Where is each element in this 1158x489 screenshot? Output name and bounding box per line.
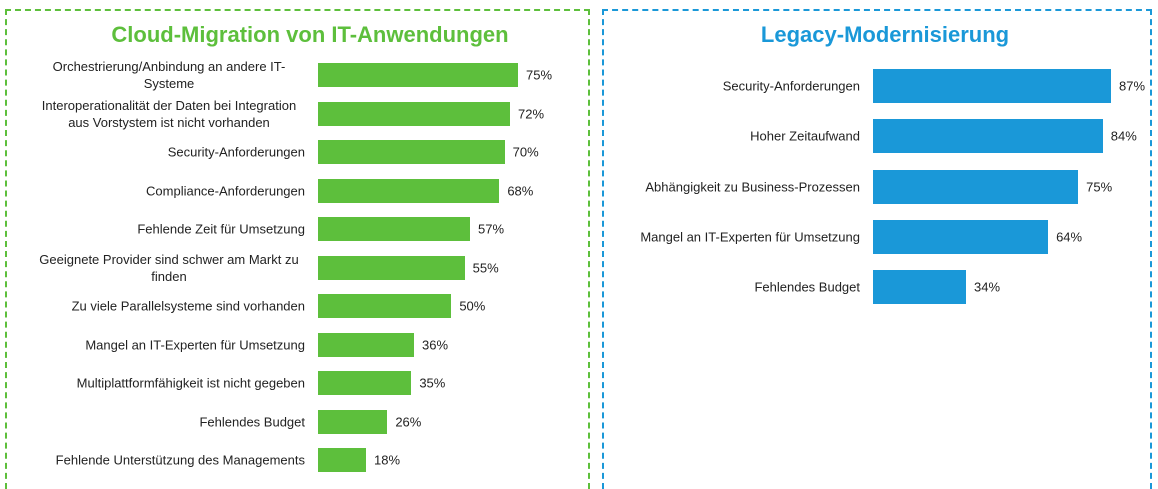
- bar: [318, 178, 500, 203]
- bar: [318, 371, 412, 395]
- bar: [873, 69, 1111, 103]
- value-label: 55%: [472, 260, 499, 275]
- label-text: Interoperationalität der Daten bei Integ…: [41, 97, 297, 130]
- bar: [318, 448, 366, 472]
- panel-border: [5, 9, 590, 489]
- label-text: Security-Anforderungen: [167, 144, 305, 160]
- value-label: 72%: [518, 106, 545, 121]
- page: Cloud-Migration von IT-Anwendungen Legac…: [5, 9, 1152, 489]
- label-text: Abhängigkeit zu Business-Prozessen: [645, 179, 860, 195]
- value-label: 34%: [974, 279, 1001, 295]
- bar: [318, 63, 518, 87]
- value-label: 84%: [1110, 128, 1137, 144]
- label-text: Fehlende Unterstützung des Managements: [55, 452, 305, 468]
- category-label: Fehlende Unterstützung des Managements: [10, 452, 305, 469]
- value-label: 26%: [395, 414, 422, 429]
- category-label: Zu viele Parallelsysteme sind vorhanden: [10, 298, 305, 315]
- category-label: Fehlendes Budget: [600, 279, 860, 296]
- label-text: Fehlende Zeit für Umsetzung: [137, 221, 305, 237]
- bar: [873, 270, 966, 305]
- category-label: Mangel an IT-Experten für Umsetzung: [600, 228, 860, 245]
- label-text: Multiplattformfähigkeit ist nicht gegebe…: [76, 375, 305, 391]
- bar: [318, 217, 470, 241]
- label-text: Zu viele Parallelsysteme sind vorhanden: [71, 298, 305, 314]
- category-label: Hoher Zeitaufwand: [600, 128, 860, 145]
- label-text: Fehlendes Budget: [754, 279, 860, 295]
- bar: [318, 255, 465, 280]
- bar: [318, 409, 388, 434]
- category-label: Mangel an IT-Experten für Umsetzung: [10, 336, 305, 353]
- value-label: 75%: [526, 67, 553, 83]
- label-text: Mangel an IT-Experten für Umsetzung: [85, 337, 305, 352]
- category-label: Fehlende Zeit für Umsetzung: [10, 221, 305, 238]
- chart-title: Legacy-Modernisierung: [760, 22, 1010, 47]
- value-label: 70%: [512, 144, 539, 160]
- bar: [873, 219, 1049, 254]
- label-text: Security-Anforderungen: [722, 78, 860, 94]
- bar: [318, 140, 505, 164]
- category-label: Multiplattformfähigkeit ist nicht gegebe…: [10, 375, 305, 392]
- bar: [318, 101, 510, 126]
- label-text: Orchestrierung/Anbindung an andere IT-Sy…: [52, 59, 286, 91]
- category-label: Orchestrierung/Anbindung an andere IT-Sy…: [10, 58, 305, 92]
- value-label: 50%: [459, 298, 486, 314]
- value-label: 68%: [507, 183, 534, 198]
- value-label: 57%: [478, 221, 505, 237]
- bar: [318, 332, 414, 357]
- category-label: Interoperationalität der Daten bei Integ…: [10, 97, 305, 131]
- value-label: 35%: [419, 375, 446, 391]
- category-label: Geeignete Provider sind schwer am Markt …: [10, 251, 305, 285]
- panel-border: [602, 9, 1152, 489]
- value-label: 18%: [374, 452, 401, 468]
- value-label: 64%: [1056, 229, 1083, 245]
- category-label: Abhängigkeit zu Business-Prozessen: [600, 178, 860, 195]
- label-text: Geeignete Provider sind schwer am Markt …: [39, 251, 299, 284]
- category-label: Security-Anforderungen: [600, 78, 860, 95]
- value-label: 87%: [1119, 78, 1146, 94]
- bar: [873, 169, 1079, 204]
- label-text: Hoher Zeitaufwand: [750, 128, 860, 144]
- bar: [873, 119, 1103, 154]
- category-label: Security-Anforderungen: [10, 144, 305, 161]
- category-label: Compliance-Anforderungen: [10, 182, 305, 199]
- value-label: 36%: [422, 337, 449, 352]
- label-text: Fehlendes Budget: [199, 414, 305, 429]
- bar: [318, 294, 452, 318]
- label-text: Mangel an IT-Experten für Umsetzung: [640, 229, 860, 245]
- value-label: 75%: [1086, 179, 1113, 195]
- category-label: Fehlendes Budget: [10, 413, 305, 430]
- label-text: Compliance-Anforderungen: [146, 183, 305, 198]
- chart-title: Cloud-Migration von IT-Anwendungen: [111, 22, 509, 47]
